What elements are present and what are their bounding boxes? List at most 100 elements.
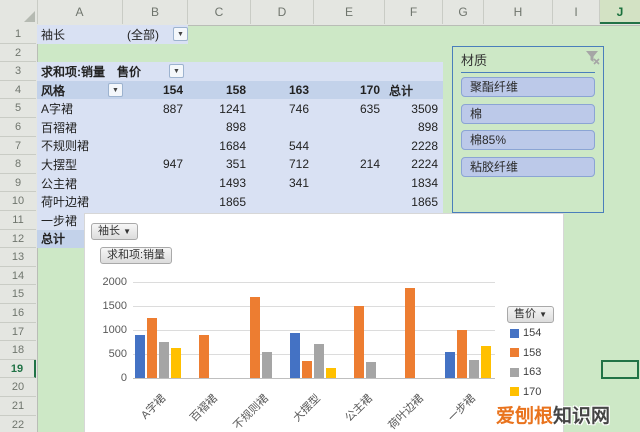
slicer-item-粘胶纤维[interactable]: 粘胶纤维 bbox=[461, 156, 595, 177]
filter-value: (全部) bbox=[127, 27, 159, 42]
x-axis-label-荷叶边裙: 荷叶边裙 bbox=[386, 392, 427, 432]
legend-label: 154 bbox=[523, 327, 542, 339]
pivot-cell bbox=[314, 136, 385, 156]
row-header-21[interactable]: 21 bbox=[0, 397, 36, 416]
legend-field-button[interactable]: 售价 ▼ bbox=[507, 306, 554, 323]
bar-一步裙-158[interactable] bbox=[457, 330, 468, 378]
legend-item-158[interactable]: 158 bbox=[510, 347, 541, 359]
bar-大摆型-170[interactable] bbox=[326, 367, 336, 378]
pivot-cell: 898 bbox=[188, 118, 251, 137]
x-axis-label-百褶裙: 百褶裙 bbox=[187, 392, 220, 425]
column-header-G[interactable]: G bbox=[443, 0, 484, 24]
slicer-item-聚酯纤维[interactable]: 聚酯纤维 bbox=[461, 77, 595, 97]
column-header-I[interactable]: I bbox=[553, 0, 600, 24]
column-header-B[interactable]: B bbox=[123, 0, 188, 24]
bar-大摆型-154[interactable] bbox=[290, 332, 300, 378]
bar-荷叶边裙-158[interactable] bbox=[405, 288, 416, 378]
bar-不规则裙-163[interactable] bbox=[262, 351, 273, 378]
select-all-corner[interactable] bbox=[0, 0, 38, 24]
pivot-cell: 3509 bbox=[385, 99, 443, 118]
bar-大摆型-163[interactable] bbox=[314, 343, 324, 378]
bar-不规则裙-158[interactable] bbox=[250, 297, 261, 378]
bar-A字裙-154[interactable] bbox=[134, 335, 145, 378]
pivot-chart[interactable]: 袖长 ▼ 求和项:销量 0 500 1000 1500 2000 A字裙 百褶裙 不规则裙 大摆… bbox=[84, 213, 564, 432]
gridline bbox=[133, 306, 495, 307]
row-headers: 1 2 3 4 5 6 7 8 9 10 11 12 13 14 15 16 17 18 19 20 21 22 bbox=[0, 25, 38, 432]
legend-item-154[interactable]: 154 bbox=[510, 327, 541, 339]
legend-item-170[interactable]: 170 bbox=[510, 386, 541, 398]
x-axis-label-大摆型: 大摆型 bbox=[291, 392, 323, 425]
slicer-item-棉[interactable]: 棉 bbox=[461, 103, 595, 124]
row-header-17[interactable]: 17 bbox=[0, 323, 36, 342]
pivot-cell: 712 bbox=[251, 155, 314, 174]
bar-A字裙-163[interactable] bbox=[158, 342, 169, 378]
legend-label: 158 bbox=[523, 346, 542, 359]
row-header-19[interactable]: 19 bbox=[0, 359, 36, 379]
legend-label: 170 bbox=[523, 385, 542, 398]
pivot-row-label: 荷叶边裙 bbox=[37, 192, 123, 211]
pivot-cell: 1865 bbox=[385, 192, 443, 211]
column-header-A[interactable]: A bbox=[37, 0, 123, 24]
legend-item-163[interactable]: 163 bbox=[510, 366, 541, 378]
column-header-C[interactable]: C bbox=[188, 0, 251, 24]
row-header-9[interactable]: 9 bbox=[0, 174, 36, 193]
filter-dropdown-button[interactable]: ▼ bbox=[173, 27, 188, 42]
y-tick-label: 500 bbox=[108, 348, 127, 360]
row-field-dropdown-button[interactable]: ▼ bbox=[108, 83, 123, 98]
pivot-cell: 947 bbox=[123, 155, 188, 174]
row-header-18[interactable]: 18 bbox=[0, 341, 36, 360]
clear-filter-icon[interactable] bbox=[583, 48, 601, 71]
x-axis-line bbox=[133, 378, 495, 379]
row-header-8[interactable]: 8 bbox=[0, 155, 36, 174]
bar-公主裙-158[interactable] bbox=[353, 306, 364, 378]
pivot-cell bbox=[314, 118, 385, 137]
column-header-J[interactable]: J bbox=[600, 0, 640, 24]
row-header-11[interactable]: 11 bbox=[0, 211, 36, 230]
row-header-4[interactable]: 4 bbox=[0, 81, 36, 100]
row-header-2[interactable]: 2 bbox=[0, 44, 36, 63]
row-header-16[interactable]: 16 bbox=[0, 304, 36, 323]
bar-A字裙-170[interactable] bbox=[170, 347, 181, 378]
slicer-title: 材质 bbox=[461, 51, 595, 73]
x-axis-label-公主裙: 公主裙 bbox=[342, 392, 375, 425]
bar-A字裙-158[interactable] bbox=[146, 318, 157, 378]
pivot-cell bbox=[251, 118, 314, 137]
column-header-D[interactable]: D bbox=[251, 0, 314, 24]
pivot-row-label: 不规则裙 bbox=[37, 136, 123, 156]
column-header-E[interactable]: E bbox=[314, 0, 385, 24]
pivot-cell: 351 bbox=[188, 155, 251, 174]
slicer-item-棉85%[interactable]: 棉85% bbox=[461, 130, 595, 151]
row-header-22[interactable]: 22 bbox=[0, 416, 36, 432]
row-header-12[interactable]: 12 bbox=[0, 230, 36, 249]
bar-百褶裙-158[interactable] bbox=[198, 334, 209, 378]
column-header-H[interactable]: H bbox=[484, 0, 553, 24]
active-cell-J19[interactable] bbox=[601, 360, 639, 379]
row-header-6[interactable]: 6 bbox=[0, 118, 36, 137]
pivot-cell: 214 bbox=[314, 155, 385, 174]
bar-一步裙-170[interactable] bbox=[481, 345, 492, 378]
bar-公主裙-163[interactable] bbox=[365, 361, 376, 378]
bar-一步裙-163[interactable] bbox=[469, 360, 480, 378]
row-header-13[interactable]: 13 bbox=[0, 248, 36, 267]
bar-一步裙-154[interactable] bbox=[445, 352, 456, 378]
axis-field-button[interactable]: 袖长 ▼ bbox=[91, 223, 138, 240]
row-header-7[interactable]: 7 bbox=[0, 137, 36, 156]
pivot-col-header-总计: 总计 bbox=[385, 80, 443, 100]
value-field-button[interactable]: 求和项:销量 bbox=[100, 247, 173, 264]
row-header-20[interactable]: 20 bbox=[0, 378, 36, 397]
row-header-14[interactable]: 14 bbox=[0, 267, 36, 286]
column-header-F[interactable]: F bbox=[385, 0, 443, 24]
pivot-cell bbox=[314, 192, 385, 211]
slicer-材质[interactable]: 材质 聚酯纤维棉棉85% 粘胶纤维 bbox=[452, 46, 604, 213]
row-header-3[interactable]: 3 bbox=[0, 62, 36, 81]
row-header-5[interactable]: 5 bbox=[0, 99, 36, 118]
row-header-10[interactable]: 10 bbox=[0, 192, 36, 211]
column-field-dropdown-button[interactable]: ▼ bbox=[169, 64, 185, 79]
watermark-part1: 爱刨根 bbox=[496, 406, 554, 427]
row-header-15[interactable]: 15 bbox=[0, 285, 36, 304]
bar-大摆型-158[interactable] bbox=[302, 361, 312, 378]
chevron-down-icon: ▼ bbox=[539, 310, 547, 319]
row-header-1[interactable]: 1 bbox=[0, 25, 36, 44]
